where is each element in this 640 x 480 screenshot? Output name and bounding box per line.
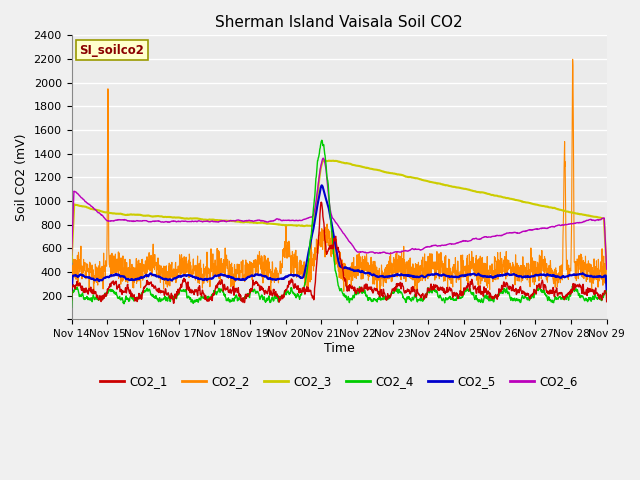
Title: Sherman Island Vaisala Soil CO2: Sherman Island Vaisala Soil CO2 <box>215 15 463 30</box>
Y-axis label: Soil CO2 (mV): Soil CO2 (mV) <box>15 133 28 221</box>
Legend: CO2_1, CO2_2, CO2_3, CO2_4, CO2_5, CO2_6: CO2_1, CO2_2, CO2_3, CO2_4, CO2_5, CO2_6 <box>95 371 583 393</box>
Text: SI_soilco2: SI_soilco2 <box>79 44 145 57</box>
X-axis label: Time: Time <box>324 342 355 355</box>
